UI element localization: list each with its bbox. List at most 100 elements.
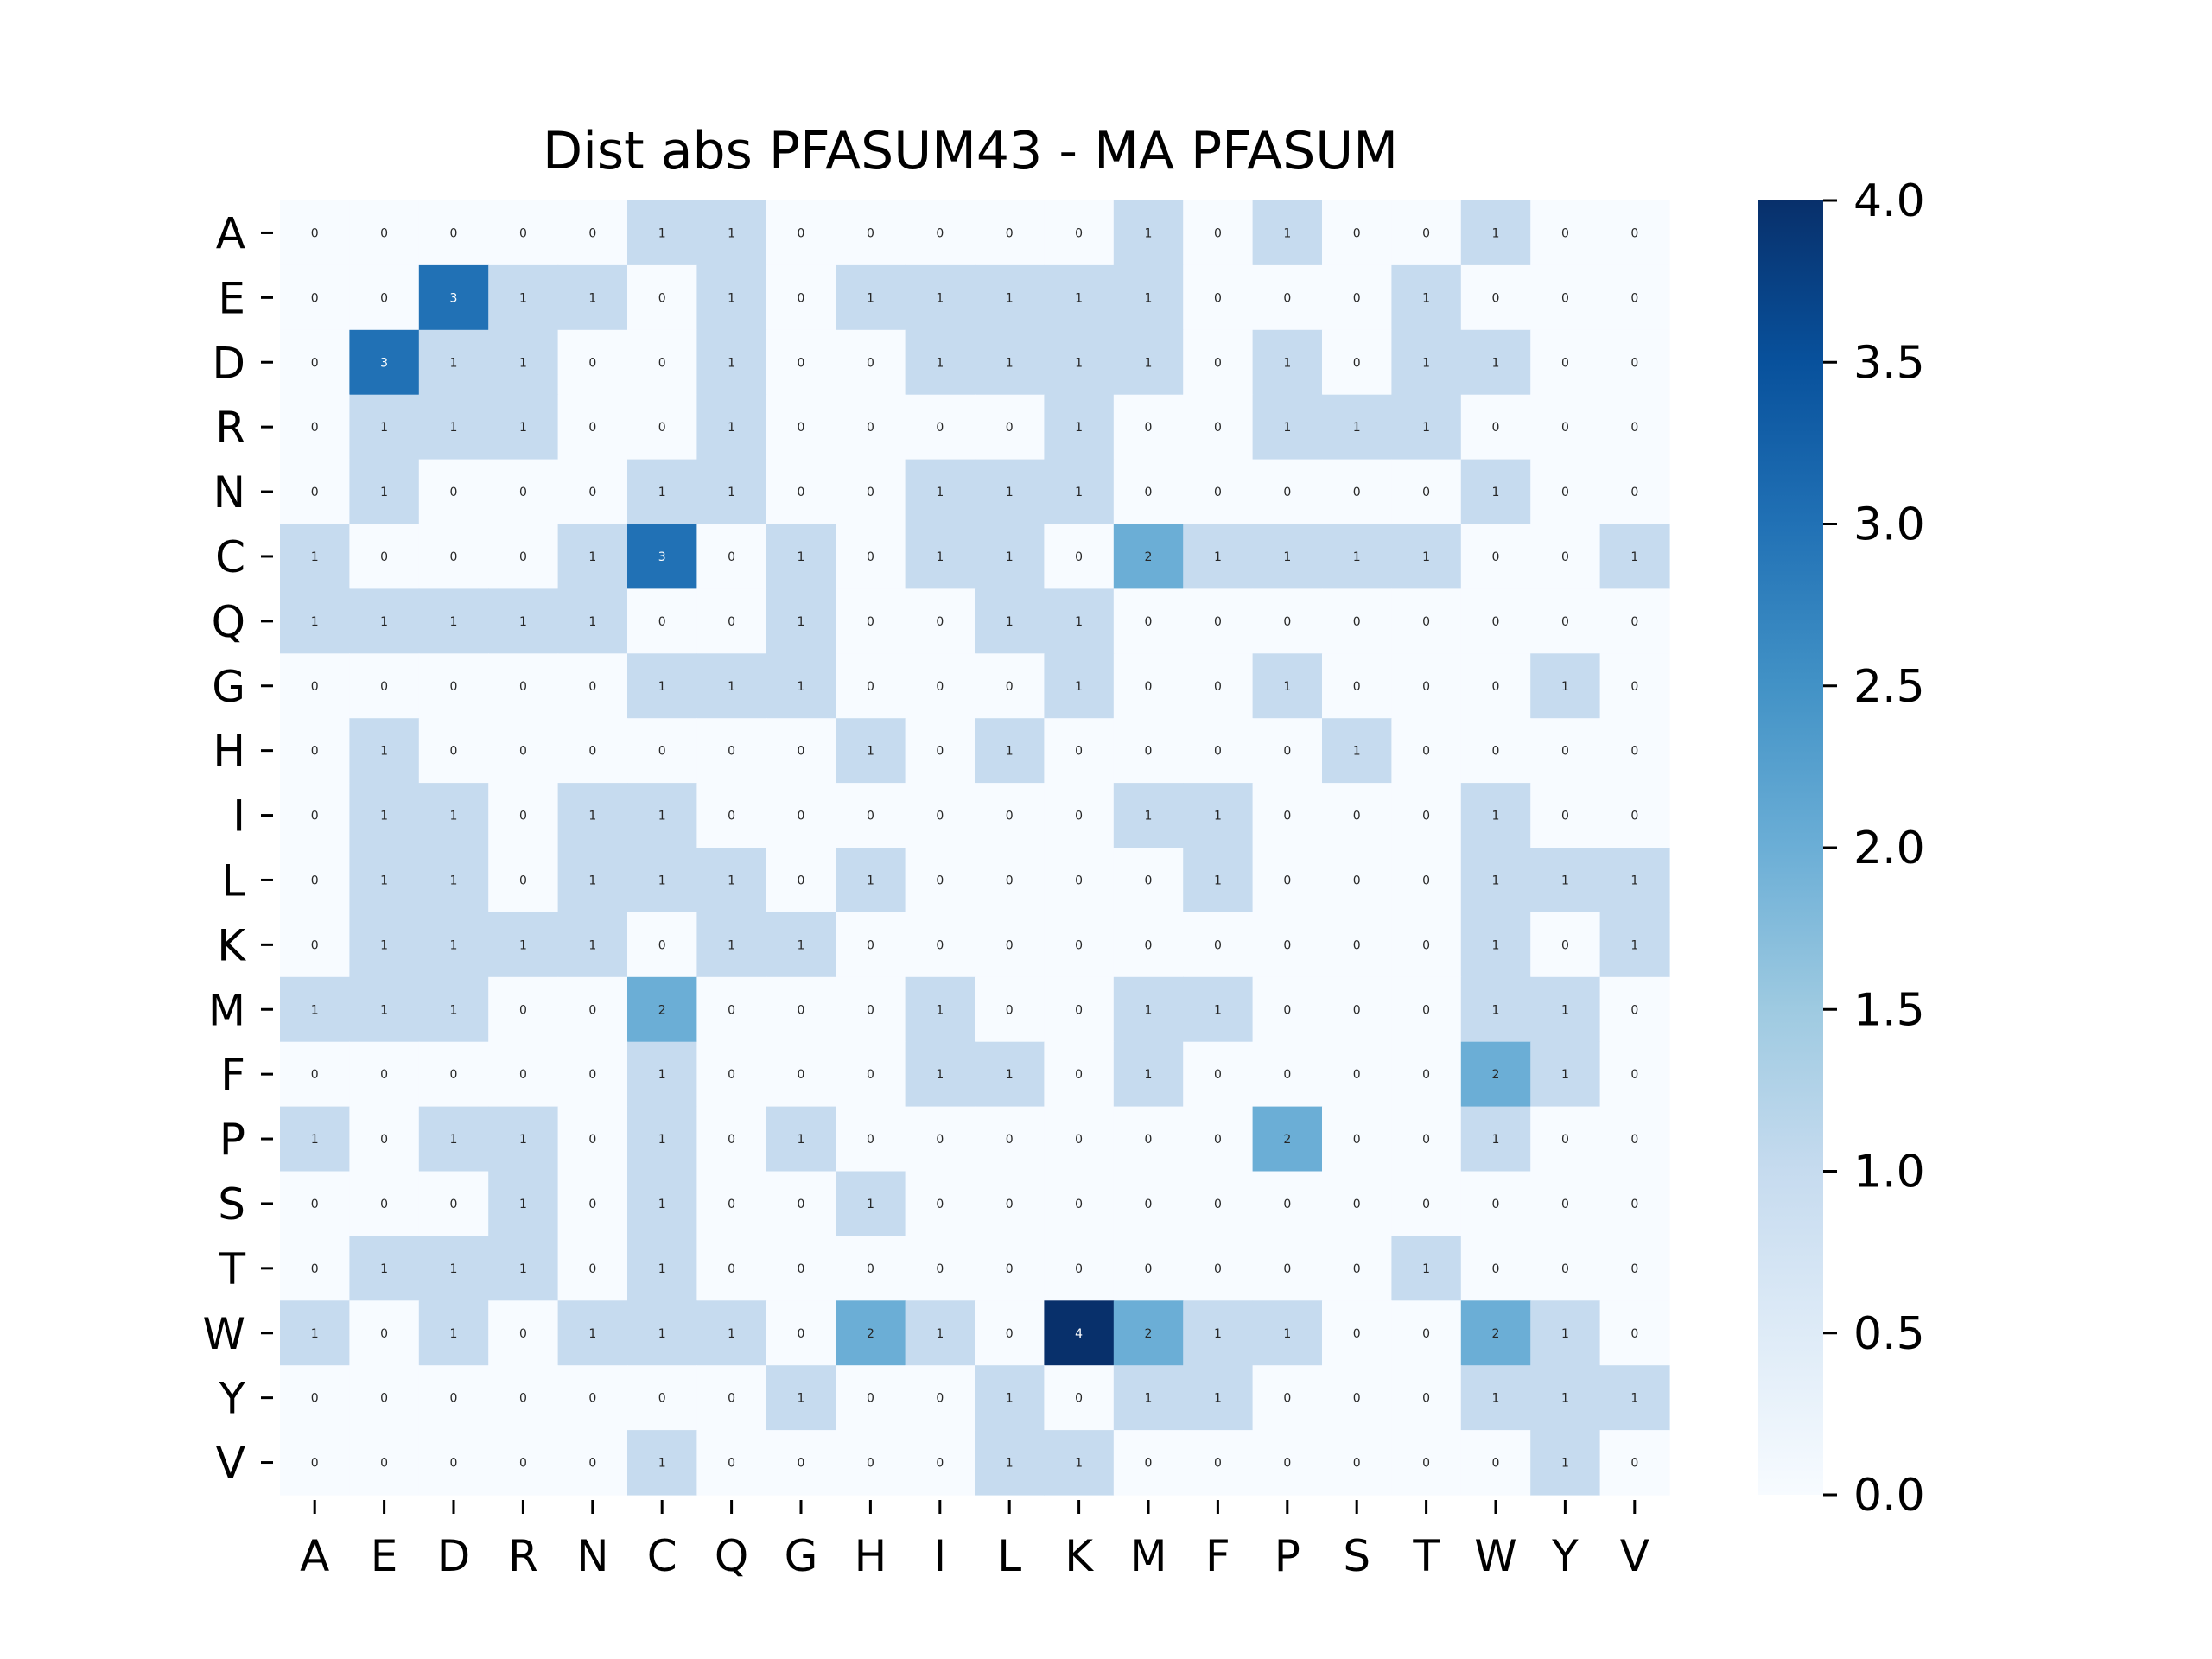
heatmap-cell: [1599, 976, 1670, 1043]
cell-value-label: 1: [1075, 615, 1083, 629]
cell-value-label: 0: [1630, 745, 1638, 759]
cell-value-label: 0: [1214, 1262, 1222, 1276]
cell-value-label: 0: [1353, 356, 1361, 370]
heatmap-cell: [696, 1106, 767, 1173]
cell-value-label: 1: [1422, 356, 1430, 370]
colorbar-tick-label: 2.0: [1853, 823, 1925, 874]
cell-value-label: 0: [867, 1133, 874, 1147]
cell-value-label: 1: [867, 291, 874, 305]
heatmap-cell: [349, 459, 420, 525]
cell-value-label: 0: [1561, 356, 1569, 370]
heatmap-cell: [1391, 588, 1462, 654]
cell-value-label: 1: [311, 1003, 319, 1017]
heatmap-cell: [975, 200, 1045, 266]
heatmap-cell: [280, 394, 350, 461]
cell-value-label: 2: [1492, 1068, 1500, 1082]
cell-value-label: 1: [1422, 1262, 1430, 1276]
heatmap-cell: [349, 1171, 420, 1236]
cell-value-label: 1: [1006, 550, 1014, 564]
cell-value-label: 0: [1353, 1327, 1361, 1341]
heatmap-cells: [280, 200, 1670, 1496]
heatmap-cell: [1183, 264, 1254, 331]
heatmap-cell: [1460, 459, 1531, 525]
cell-value-label: 0: [1353, 1262, 1361, 1276]
x-tick-label: P: [1274, 1531, 1300, 1581]
cell-value-label: 1: [1492, 356, 1500, 370]
cell-value-label: 0: [867, 1262, 874, 1276]
cell-value-label: 0: [936, 615, 944, 629]
cell-value-label: 1: [1492, 486, 1500, 499]
cell-value-label: 0: [1630, 1198, 1638, 1211]
cell-value-label: 0: [450, 1198, 458, 1211]
cell-value-label: 0: [1075, 1068, 1083, 1082]
colorbar-tick-label: 0.5: [1853, 1308, 1925, 1360]
cell-value-label: 1: [380, 810, 388, 823]
heatmap-cell: [280, 524, 350, 589]
heatmap-cell: [488, 1300, 559, 1366]
heatmap-cell: [975, 848, 1045, 913]
heatmap-cell: [836, 459, 906, 525]
cell-value-label: 0: [1214, 1068, 1222, 1082]
heatmap-cell: [557, 1430, 628, 1496]
heatmap-cell: [696, 264, 767, 331]
cell-value-label: 0: [1630, 615, 1638, 629]
cell-value-label: 3: [380, 356, 388, 370]
heatmap-cell: [349, 912, 420, 978]
cell-value-label: 1: [380, 486, 388, 499]
heatmap-cell: [1530, 1106, 1601, 1173]
cell-value-label: 0: [1561, 745, 1569, 759]
y-tick-label: W: [203, 1309, 245, 1359]
cell-value-label: 0: [1422, 874, 1430, 887]
heatmap-cell: [836, 912, 906, 978]
cell-value-label: 1: [728, 421, 735, 435]
heatmap-cell: [1252, 1300, 1323, 1366]
cell-value-label: 1: [728, 874, 735, 887]
cell-value-label: 0: [798, 421, 805, 435]
cell-value-label: 0: [1145, 745, 1153, 759]
heatmap-cell: [1391, 1430, 1462, 1496]
cell-value-label: 0: [798, 226, 805, 240]
heatmap-cell: [349, 1365, 420, 1431]
cell-value-label: 0: [1630, 1068, 1638, 1082]
heatmap-cell: [627, 1430, 697, 1496]
heatmap-cell: [1252, 848, 1323, 913]
cell-value-label: 0: [658, 938, 666, 952]
cell-value-label: 0: [1214, 356, 1222, 370]
cell-value-label: 1: [1214, 874, 1222, 887]
x-tick-label: V: [1620, 1531, 1649, 1581]
heatmap-cell: [280, 1430, 350, 1496]
heatmap-cell: [627, 1041, 697, 1108]
cell-value-label: 0: [380, 1327, 388, 1341]
cell-value-label: 1: [519, 291, 527, 305]
heatmap-cell: [627, 394, 697, 461]
heatmap-cell: [627, 653, 697, 719]
heatmap-cell: [1599, 200, 1670, 266]
heatmap-cell: [488, 200, 559, 266]
heatmap-cell: [627, 1171, 697, 1236]
cell-value-label: 0: [519, 874, 527, 887]
heatmap-cell: [627, 1106, 697, 1173]
heatmap-cell: [488, 912, 559, 978]
colorbar-tick-label: 3.5: [1853, 337, 1925, 389]
heatmap-cell: [836, 394, 906, 461]
cell-value-label: 2: [1492, 1327, 1500, 1341]
cell-value-label: 1: [1145, 356, 1153, 370]
heatmap-cell: [1322, 1236, 1392, 1301]
cell-value-label: 0: [1561, 550, 1569, 564]
cell-value-label: 1: [936, 550, 944, 564]
heatmap-cell: [1113, 1430, 1184, 1496]
cell-value-label: 0: [311, 486, 319, 499]
heatmap-cell: [418, 200, 489, 266]
heatmap-cell: [1183, 524, 1254, 589]
y-tick-label: R: [215, 403, 245, 453]
heatmap-cell: [349, 848, 420, 913]
cell-value-label: 1: [519, 1198, 527, 1211]
heatmap-cell: [349, 1236, 420, 1301]
cell-value-label: 1: [450, 615, 458, 629]
heatmap-cell: [557, 459, 628, 525]
heatmap-cell: [1391, 1171, 1462, 1236]
cell-value-label: 1: [311, 615, 319, 629]
heatmap-cell: [1460, 1236, 1531, 1301]
cell-value-label: 0: [798, 1068, 805, 1082]
heatmap-cell: [280, 1171, 350, 1236]
